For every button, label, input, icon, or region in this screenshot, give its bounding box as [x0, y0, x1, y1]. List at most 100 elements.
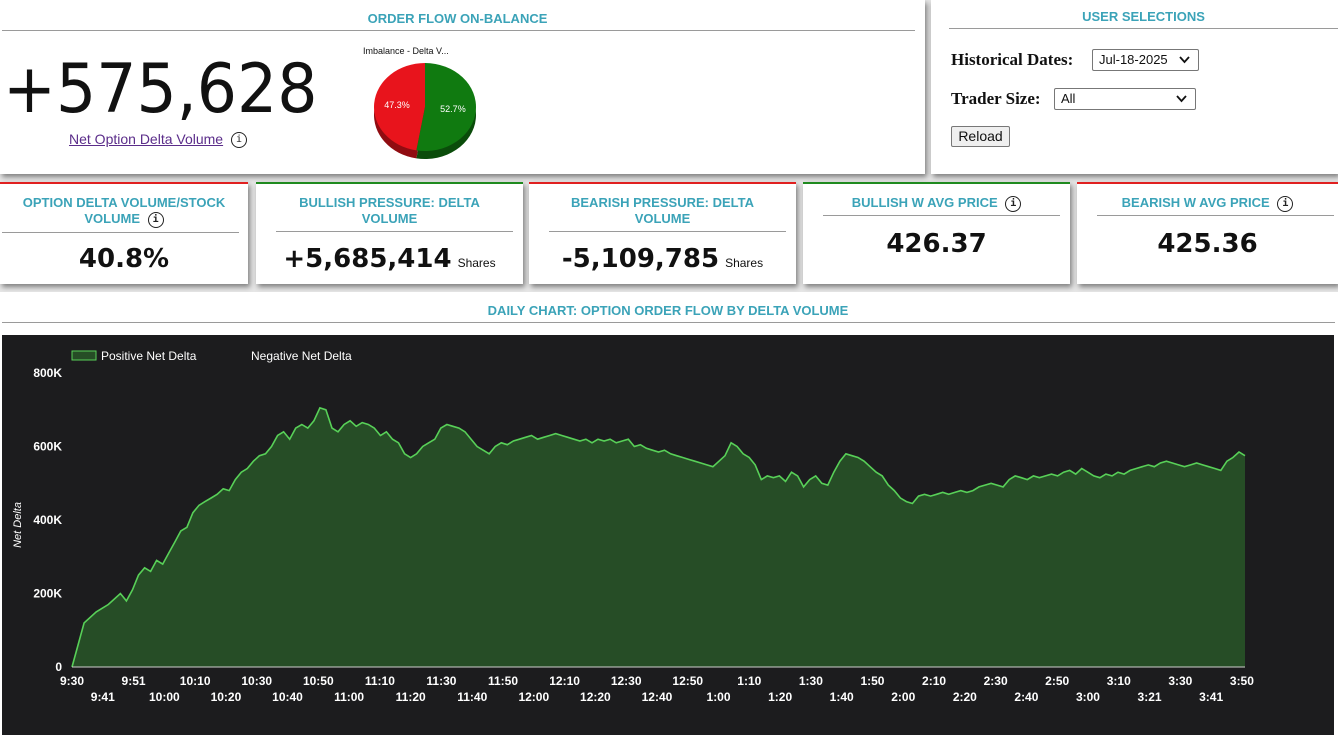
kpi-divider [549, 231, 786, 232]
x-tick-label: 12:20 [580, 690, 611, 704]
x-tick-label: 1:30 [799, 674, 823, 688]
historical-dates-select[interactable]: Jul-18-2025 [1092, 49, 1199, 71]
order-flow-title: ORDER FLOW ON-BALANCE [367, 11, 548, 26]
kpi-bullish-pressure-value: +5,685,414 [283, 244, 452, 274]
x-tick-label: 12:50 [672, 674, 703, 688]
x-tick-label: 2:10 [922, 674, 946, 688]
x-tick-label: 12:10 [549, 674, 580, 688]
x-tick-label: 9:41 [91, 690, 115, 704]
x-tick-label: 9:51 [122, 674, 146, 688]
order-flow-card: ORDER FLOW ON-BALANCE +575,628 Net Optio… [0, 0, 925, 174]
order-flow-divider [2, 30, 915, 31]
x-tick-label: 2:30 [984, 674, 1008, 688]
positive-area-fill [72, 407, 1245, 667]
x-tick-label: 10:40 [272, 690, 303, 704]
kpi-delta-stock-ratio: OPTION DELTA VOLUME/STOCK VOLUME i 40.8% [0, 182, 248, 284]
x-tick-label: 9:30 [60, 674, 84, 688]
legend-label-negative[interactable]: Negative Net Delta [251, 349, 352, 363]
net-option-delta-value: +575,628 [3, 50, 318, 129]
x-tick-label: 1:10 [737, 674, 761, 688]
user-selections-card: USER SELECTIONS Historical Dates: Jul-18… [931, 0, 1338, 174]
net-option-delta-row: Net Option Delta Volume i [69, 131, 247, 149]
kpi-bullish-pressure: BULLISH PRESSURE: DELTA VOLUME +5,685,41… [256, 182, 523, 284]
x-tick-label: 1:40 [830, 690, 854, 704]
daily-chart-title: DAILY CHART: OPTION ORDER FLOW BY DELTA … [487, 303, 849, 318]
x-tick-label: 1:20 [768, 690, 792, 704]
kpi-bearish-avg-price-title: BEARISH W AVG PRICE [1121, 195, 1270, 210]
daily-chart-divider [2, 322, 1335, 323]
chevron-down-icon [1179, 50, 1190, 77]
x-tick-label: 3:50 [1230, 674, 1254, 688]
x-tick-label: 2:00 [891, 690, 915, 704]
x-tick-label: 3:21 [1138, 690, 1162, 704]
reload-button[interactable]: Reload [951, 126, 1010, 147]
x-tick-label: 12:00 [518, 690, 549, 704]
x-tick-label: 11:00 [334, 690, 364, 704]
kpi-bullish-avg-price: BULLISH W AVG PRICE i 426.37 [803, 182, 1070, 284]
kpi-divider [823, 215, 1060, 216]
x-tick-label: 11:30 [426, 674, 456, 688]
x-tick-label: 11:10 [365, 674, 395, 688]
x-tick-label: 11:40 [457, 690, 487, 704]
x-tick-label: 3:30 [1168, 674, 1192, 688]
y-axis-label: Net Delta [12, 502, 24, 548]
y-tick-label: 200K [33, 587, 62, 601]
legend-swatch-positive[interactable] [71, 350, 97, 361]
x-axis: 9:30 9:51 10:10 10:30 10:50 11:10 11:30 11:50 12… [60, 674, 1254, 704]
x-tick-label: 10:00 [149, 690, 180, 704]
trader-size-value: All [1061, 91, 1076, 106]
net-option-delta-link[interactable]: Net Option Delta Volume [69, 131, 224, 147]
x-tick-label: 10:30 [241, 674, 272, 688]
net-delta-area-chart[interactable]: Positive Net Delta Negative Net Delta 0 20… [2, 335, 1334, 735]
chevron-down-icon [1176, 89, 1187, 116]
y-tick-label: 800K [33, 366, 62, 380]
x-tick-label: 1:00 [707, 690, 731, 704]
y-tick-label: 0 [55, 660, 62, 674]
legend-label-positive[interactable]: Positive Net Delta [101, 349, 197, 363]
x-tick-label: 1:50 [860, 674, 884, 688]
kpi-divider [276, 231, 513, 232]
pie-title: Imbalance - Delta V... [363, 46, 449, 56]
kpi-bullish-avg-price-title: BULLISH W AVG PRICE [851, 195, 998, 210]
kpi-bullish-avg-price-value: 426.37 [886, 229, 987, 259]
x-tick-label: 3:00 [1076, 690, 1100, 704]
plot-area [71, 406, 1246, 668]
net-delta-info-icon[interactable]: i [230, 132, 247, 149]
x-tick-label: 11:20 [396, 690, 426, 704]
pie-slice-label: 52.7% [440, 104, 466, 114]
chart-legend: Positive Net Delta Negative Net Delta [71, 349, 352, 363]
historical-dates-value: Jul-18-2025 [1099, 52, 1168, 67]
bearish-price-info-icon[interactable]: i [1277, 195, 1294, 212]
x-tick-label: 2:20 [953, 690, 977, 704]
kpi-delta-stock-ratio-title: OPTION DELTA VOLUME/STOCK VOLUME [22, 195, 226, 226]
x-tick-label: 2:40 [1014, 690, 1038, 704]
y-axis: 0 200K 400K 600K 800K [33, 366, 62, 674]
positive-area-line [71, 406, 1246, 668]
trader-size-label: Trader Size: [951, 89, 1041, 108]
kpi-delta-stock-ratio-value: 40.8% [78, 244, 170, 274]
kpi-bearish-pressure-title: BEARISH PRESSURE: DELTA VOLUME [571, 195, 754, 226]
kpi-bearish-pressure-value: -5,109,785 [561, 244, 720, 274]
kpi-bearish-avg-price-value: 425.36 [1157, 229, 1258, 259]
trader-size-select[interactable]: All [1054, 88, 1196, 110]
x-tick-label: 3:41 [1199, 690, 1223, 704]
pie-slice[interactable] [374, 63, 425, 151]
kpi-bearish-avg-price: BEARISH W AVG PRICE i 425.36 [1077, 182, 1338, 284]
bullish-price-info-icon[interactable]: i [1005, 195, 1022, 212]
user-selections-divider [949, 28, 1338, 29]
pie-slice[interactable] [416, 63, 476, 151]
x-tick-label: 12:30 [611, 674, 642, 688]
pie-slice-label: 47.3% [384, 100, 410, 110]
user-selections-title: USER SELECTIONS [1082, 9, 1205, 24]
historical-dates-label: Historical Dates: [951, 50, 1074, 69]
ratio-info-icon[interactable]: i [147, 211, 164, 228]
y-tick-label: 600K [33, 440, 62, 454]
kpi-divider [1097, 215, 1334, 216]
daily-chart-card: DAILY CHART: OPTION ORDER FLOW BY DELTA … [0, 292, 1338, 735]
kpi-bearish-pressure: BEARISH PRESSURE: DELTA VOLUME -5,109,78… [529, 182, 796, 284]
x-tick-label: 2:50 [1045, 674, 1069, 688]
x-tick-label: 12:40 [642, 690, 673, 704]
x-tick-label: 10:50 [303, 674, 334, 688]
y-tick-label: 400K [33, 513, 62, 527]
kpi-divider [2, 232, 239, 233]
